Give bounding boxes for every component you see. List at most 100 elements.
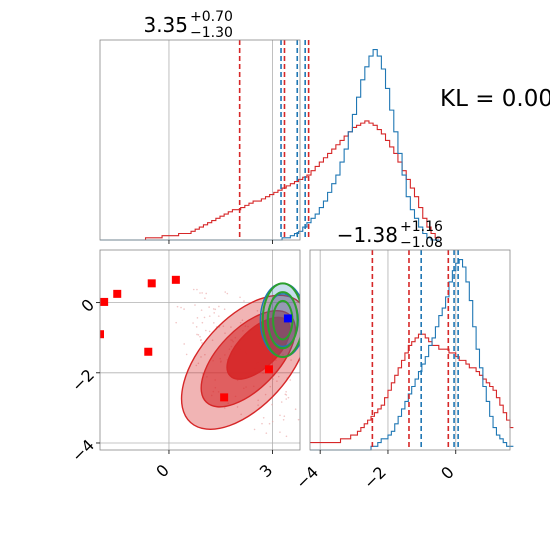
sample-point [303,405,305,407]
sample-point [243,300,245,302]
sample-point [201,321,204,324]
sample-point [290,359,292,361]
sample-point [205,329,207,332]
sample-point [269,385,272,388]
sample-point [304,383,306,385]
red-square-marker [147,279,156,288]
kl-annotation: KL = 0.00 [440,86,550,112]
sample-point [175,321,177,324]
sample-point [213,312,215,314]
sample-point [212,308,215,310]
sample-point [183,308,185,310]
sample-point [304,365,306,367]
sample-point [236,406,239,408]
joint-contour-panel: 0 3 0 −2 −4 [68,249,306,482]
sample-point [222,325,225,327]
panel-title-value: 3.35 [143,13,188,37]
sample-point [282,418,285,421]
sample-point [241,319,244,322]
sample-point [257,404,259,406]
sample-point [253,428,256,431]
sample-point [285,435,288,438]
sample-point [196,288,198,291]
sample-point [277,375,280,378]
red-square-marker [100,330,104,339]
panel-title-lower-error: −1.08 [400,235,443,251]
panel-title-lower-error: −1.30 [190,25,233,41]
sample-point [284,393,287,396]
sample-point [223,308,226,310]
sample-point [204,353,206,356]
sample-point [239,296,241,299]
sample-point [279,414,281,417]
sample-point [196,333,198,336]
sample-point [183,343,186,345]
panel-background [100,40,300,240]
x-tick-label: 0 [437,463,458,484]
sample-point [285,398,288,400]
red-square-marker [144,347,153,356]
sample-point [201,292,203,294]
panel-background [310,250,510,450]
sample-point [224,332,226,334]
x-tick-label: 3 [256,461,277,482]
sample-point [192,322,194,324]
sample-point [200,338,202,341]
sample-point [203,316,206,319]
sample-point [176,305,179,308]
sample-point [214,308,217,311]
sample-point [195,364,198,367]
sample-point [208,306,210,308]
panel-frame [99,39,301,241]
sample-point [192,288,195,291]
sample-point [217,315,220,317]
marginal-histogram-param2: −4 −2 0 [292,249,514,493]
blue-square-marker [283,314,292,323]
sample-point [194,304,196,306]
x-tick-label: −2 [360,463,390,493]
sample-point [302,382,304,384]
sample-point [300,380,302,382]
y-tick-label: −2 [68,365,98,395]
red-square-marker [264,365,273,374]
red-square-marker [100,297,109,306]
sample-point [287,396,290,399]
sample-point [289,379,292,381]
sample-point [223,407,226,409]
contour-green-level-2 [266,291,299,350]
sample-point [205,292,208,295]
sample-point [199,335,201,338]
panel-frame [99,249,301,451]
sample-point [271,420,274,423]
sample-point [256,310,259,312]
contour-green-level-1 [261,282,300,359]
sample-point [185,353,188,356]
sample-point [240,413,242,416]
sample-point [180,306,182,309]
red-square-marker [220,393,229,402]
sample-point [208,330,211,333]
sample-point [280,401,283,403]
panel-title-upper-error: +0.70 [190,9,233,25]
sample-point [196,317,199,319]
contour-green-level-3 [272,299,294,341]
red-square-marker [171,275,180,284]
sample-point [195,326,198,328]
sample-point [283,415,286,418]
sample-point [230,326,232,328]
histogram-red-series [310,333,514,444]
sample-point [272,378,274,380]
sample-point [213,322,215,324]
sample-point [197,334,200,336]
sample-point [257,399,259,402]
panel-frame [309,249,511,451]
sample-point [261,422,263,425]
sample-point [279,431,281,433]
histogram-red-series [100,120,440,241]
x-tick-label: 0 [152,461,173,482]
sample-point [268,422,271,425]
sample-point [276,380,278,382]
sample-point [262,416,265,419]
sample-point [285,390,287,393]
